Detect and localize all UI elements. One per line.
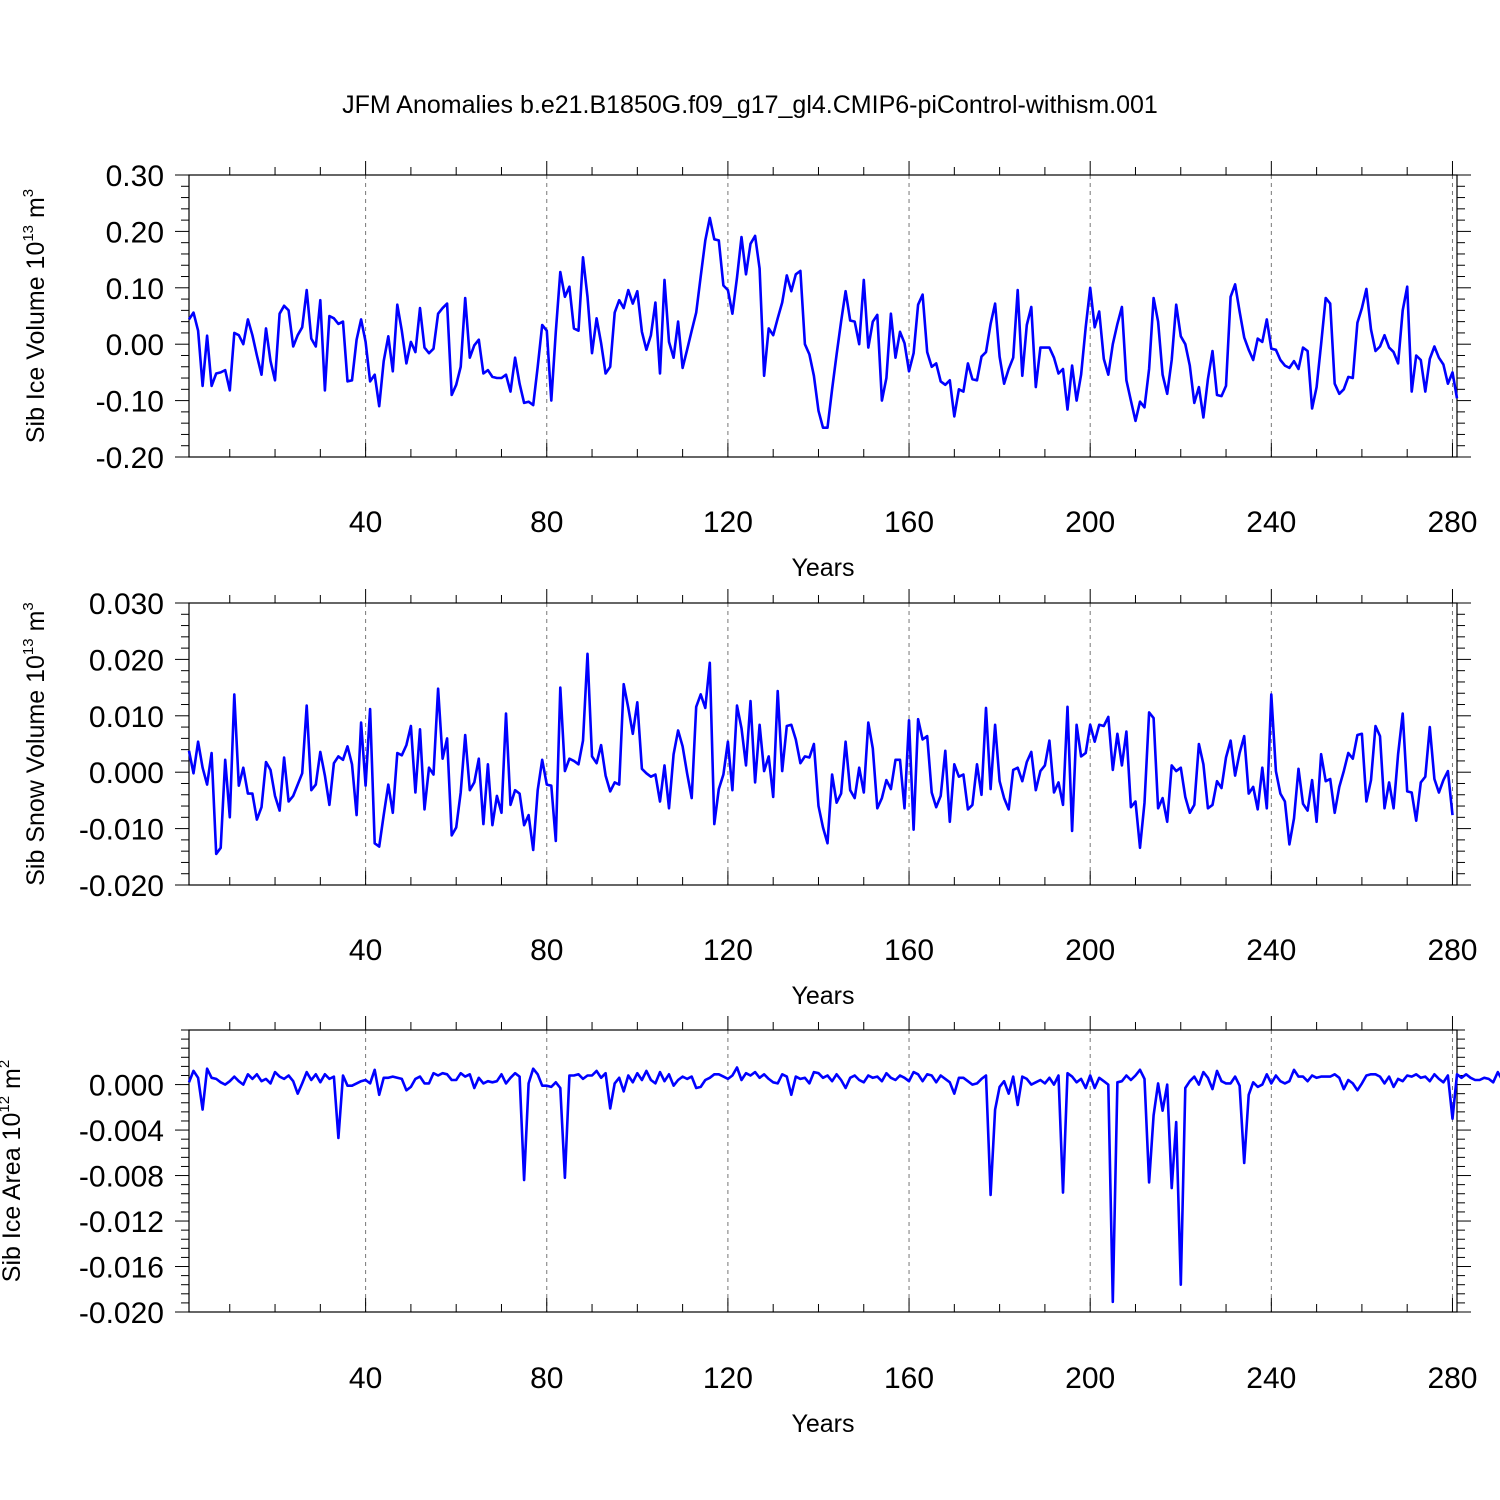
series-line	[187, 1066, 1500, 1304]
y-tick-label: 0.20	[106, 216, 164, 249]
y-tick-label: -0.004	[79, 1115, 164, 1148]
x-tick-label: 280	[1427, 506, 1477, 539]
y-tick-label: -0.10	[96, 386, 164, 419]
x-tick-label: 200	[1065, 934, 1115, 967]
x-tick-label: 40	[349, 934, 382, 967]
x-axis-label: Years	[791, 1410, 854, 1438]
x-tick-label: 160	[884, 934, 934, 967]
y-tick-label: -0.020	[79, 1297, 164, 1330]
y-tick-label: -0.008	[79, 1161, 164, 1194]
panel-3: -0.020 -0.016 -0.012 -0.008 -0.004 0.000 40 80 1…	[0, 1016, 1500, 1438]
y-tick-label: 0.010	[89, 701, 164, 734]
x-tick-label: 240	[1246, 506, 1296, 539]
x-tick-label: 240	[1246, 934, 1296, 967]
y-tick-label: 0.000	[89, 757, 164, 790]
x-tick-label: 80	[530, 1362, 563, 1395]
x-tick-label: 200	[1065, 506, 1115, 539]
x-tick-label: 200	[1065, 1362, 1115, 1395]
x-axis-label: Years	[791, 554, 854, 582]
plot-frame	[188, 602, 1458, 886]
x-tick-label: 280	[1427, 934, 1477, 967]
y-tick-label: 0.00	[106, 329, 164, 362]
plot-frame	[188, 1029, 1458, 1313]
x-tick-label: 280	[1427, 1362, 1477, 1395]
x-tick-label: 120	[703, 934, 753, 967]
y-axis-label: Sib Ice Volume 1013 m3	[20, 189, 50, 443]
y-tick-label: -0.010	[79, 814, 164, 847]
x-tick-label: 120	[703, 506, 753, 539]
series-line	[187, 216, 1459, 430]
panel-1: -0.20 -0.10 0.00 0.10 0.20 0.30 40 80 120 160 200 2…	[20, 160, 1478, 582]
y-tick-label: -0.020	[79, 870, 164, 903]
x-tick-label: 160	[884, 506, 934, 539]
y-tick-label: -0.016	[79, 1252, 164, 1285]
x-tick-label: 160	[884, 1362, 934, 1395]
x-tick-label: 40	[349, 506, 382, 539]
x-tick-label: 40	[349, 1362, 382, 1395]
y-tick-label: 0.030	[89, 588, 164, 621]
chart-title: JFM Anomalies b.e21.B1850G.f09_g17_gl4.C…	[342, 91, 1158, 119]
series-line	[187, 652, 1454, 856]
x-tick-label: 80	[530, 506, 563, 539]
y-tick-label: 0.10	[106, 273, 164, 306]
plot-frame	[188, 174, 1458, 458]
y-tick-label: 0.000	[89, 1070, 164, 1103]
y-tick-label: 0.020	[89, 644, 164, 677]
y-tick-label: -0.20	[96, 442, 164, 475]
x-axis-label: Years	[791, 982, 854, 1010]
y-tick-label: -0.012	[79, 1206, 164, 1239]
x-tick-label: 80	[530, 934, 563, 967]
panel-2: -0.020 -0.010 0.000 0.010 0.020 0.030 40 80 120 1…	[20, 588, 1478, 1010]
y-axis-label: Sib Ice Area 1012 m2	[0, 1060, 26, 1282]
x-tick-label: 240	[1246, 1362, 1296, 1395]
y-tick-label: 0.30	[106, 160, 164, 193]
x-tick-label: 120	[703, 1362, 753, 1395]
y-axis-label: Sib Snow Volume 1013 m3	[20, 602, 50, 886]
